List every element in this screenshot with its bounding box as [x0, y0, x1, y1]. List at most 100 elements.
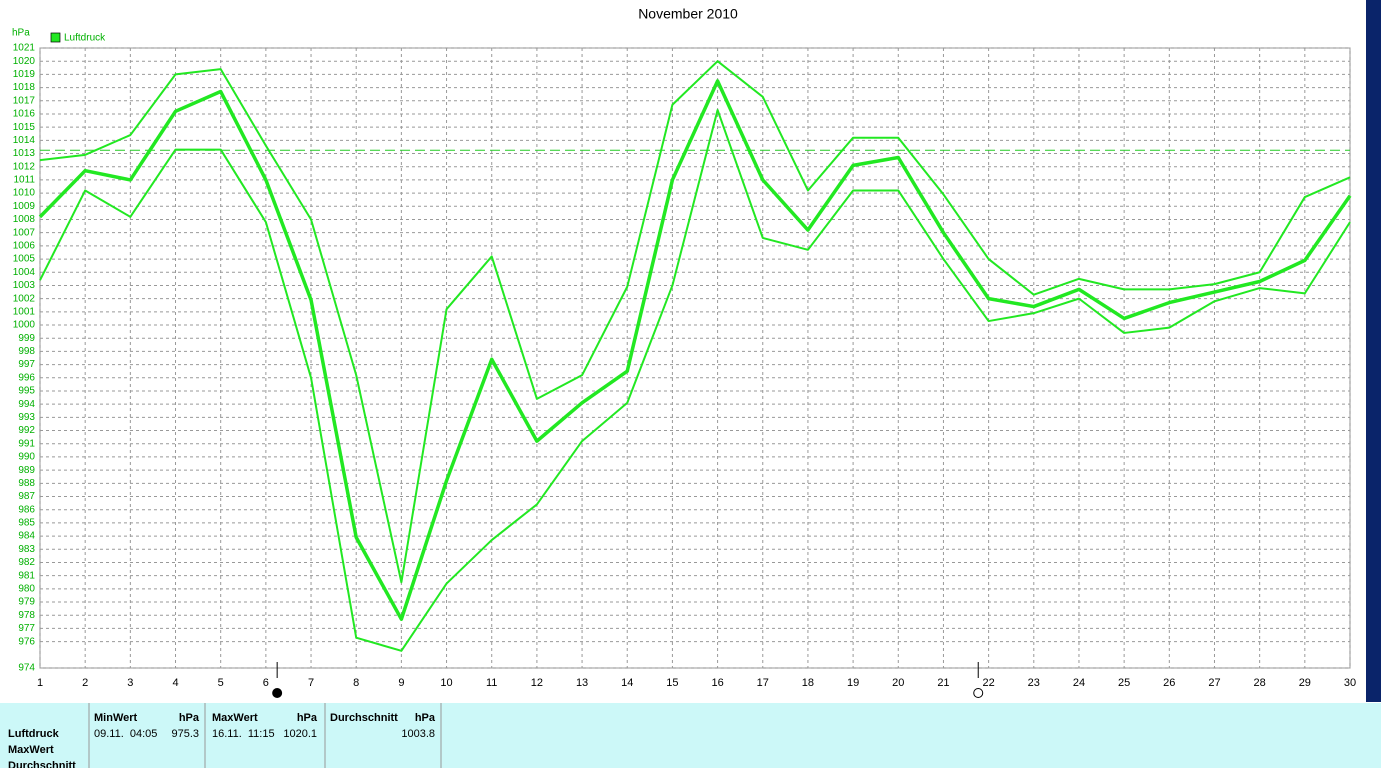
y-tick-label: 981: [18, 570, 35, 581]
x-tick-label: 27: [1208, 677, 1220, 689]
y-tick-label: 990: [18, 452, 35, 463]
y-tick-label: 1011: [13, 175, 35, 186]
legend-swatch: [50, 32, 61, 43]
x-tick-label: 20: [892, 677, 904, 689]
moon-symbol: [272, 688, 283, 698]
x-tick-label: 2: [82, 677, 88, 689]
x-tick-label: 4: [172, 677, 178, 689]
moon-symbol: [973, 688, 984, 698]
y-tick-label: 1012: [13, 161, 36, 172]
y-tick-label: 1007: [13, 227, 36, 238]
y-tick-label: 985: [18, 518, 35, 529]
y-tick-label: 1004: [13, 267, 36, 278]
y-tick-label: 998: [18, 346, 35, 357]
y-tick-label: 1006: [13, 241, 36, 252]
cell-time: 09.11. 04:05: [94, 728, 157, 740]
y-tick-label: 986: [18, 504, 35, 515]
y-tick-label: 983: [18, 544, 35, 555]
y-tick-label: 994: [18, 399, 35, 410]
y-tick-label: 1005: [13, 254, 36, 265]
x-tick-label: 15: [666, 677, 678, 689]
y-tick-label: 978: [18, 610, 35, 621]
x-tick-label: 21: [937, 677, 949, 689]
y-tick-label: 1014: [13, 135, 36, 146]
x-tick-label: 19: [847, 677, 859, 689]
x-tick-label: 30: [1344, 677, 1356, 689]
x-tick-label: 7: [308, 677, 314, 689]
y-tick-label: 1018: [13, 82, 36, 93]
col-header: MinWert: [94, 712, 138, 724]
y-tick-label: 993: [18, 412, 35, 423]
x-tick-label: 10: [440, 677, 452, 689]
x-tick-label: 5: [218, 677, 224, 689]
x-tick-label: 18: [802, 677, 814, 689]
x-tick-label: 26: [1163, 677, 1175, 689]
x-tick-label: 8: [353, 677, 359, 689]
x-tick-label: 14: [621, 677, 633, 689]
x-tick-label: 12: [531, 677, 543, 689]
cell-time: 16.11. 11:15: [212, 728, 275, 740]
y-tick-label: 991: [18, 438, 35, 449]
y-unit: hPa: [12, 28, 30, 39]
y-tick-label: 1008: [13, 214, 36, 225]
col-header: Durchschnitt: [330, 712, 398, 724]
x-tick-label: 13: [576, 677, 588, 689]
cell-value: 975.3: [171, 728, 199, 740]
y-tick-label: 1000: [13, 320, 36, 331]
y-tick-label: 1019: [13, 69, 36, 80]
y-tick-label: 1010: [13, 188, 36, 199]
x-tick-label: 16: [711, 677, 723, 689]
y-tick-label: 1009: [13, 201, 36, 212]
window-edge: [1366, 0, 1381, 702]
y-tick-label: 1017: [13, 95, 36, 106]
y-tick-label: 977: [18, 623, 35, 634]
x-tick-label: 3: [127, 677, 133, 689]
y-tick-label: 997: [18, 359, 35, 370]
y-tick-label: 1021: [13, 43, 36, 54]
y-tick-label: 984: [18, 531, 35, 542]
y-tick-label: 982: [18, 557, 35, 568]
y-tick-label: 989: [18, 465, 35, 476]
series-line: [39, 109, 1351, 652]
x-tick-label: 24: [1073, 677, 1085, 689]
table-bg: [0, 703, 1381, 768]
x-tick-label: 1: [37, 677, 43, 689]
plot-frame: [39, 47, 1351, 669]
x-tick-label: 22: [982, 677, 994, 689]
row-label: Durchschnitt: [8, 760, 76, 768]
y-tick-label: 976: [18, 636, 35, 647]
y-tick-label: 1015: [13, 122, 36, 133]
y-tick-label: 988: [18, 478, 35, 489]
x-tick-label: 28: [1254, 677, 1266, 689]
y-tick-label: 1020: [13, 56, 36, 67]
summary-table: Luftdruck MaxWert Durchschnitt MinWert h…: [0, 703, 1381, 768]
legend-label: Luftdruck: [64, 33, 106, 44]
x-tick-label: 23: [1028, 677, 1040, 689]
col-unit: hPa: [415, 712, 436, 724]
row-label: MaxWert: [8, 744, 54, 756]
col-header: MaxWert: [212, 712, 258, 724]
y-tick-label: 995: [18, 386, 35, 397]
row-label: Luftdruck: [8, 728, 60, 740]
series-line: [38, 79, 1352, 621]
cell-value: 1003.8: [401, 728, 435, 740]
y-tick-label: 1003: [13, 280, 36, 291]
x-tick-label: 6: [263, 677, 269, 689]
y-tick-label: 996: [18, 372, 35, 383]
y-tick-label: 980: [18, 583, 35, 594]
y-tick-label: 999: [18, 333, 35, 344]
col-unit: hPa: [297, 712, 318, 724]
x-tick-label: 25: [1118, 677, 1130, 689]
y-tick-label: 1013: [13, 148, 36, 159]
y-tick-label: 1016: [13, 109, 36, 120]
col-unit: hPa: [179, 712, 200, 724]
series-line: [39, 60, 1351, 584]
chart-title: November 2010: [638, 6, 738, 22]
cell-value: 1020.1: [283, 728, 317, 740]
y-tick-label: 1001: [13, 306, 36, 317]
y-tick-label: 974: [18, 663, 35, 674]
y-tick-label: 992: [18, 425, 35, 436]
x-tick-label: 9: [398, 677, 404, 689]
